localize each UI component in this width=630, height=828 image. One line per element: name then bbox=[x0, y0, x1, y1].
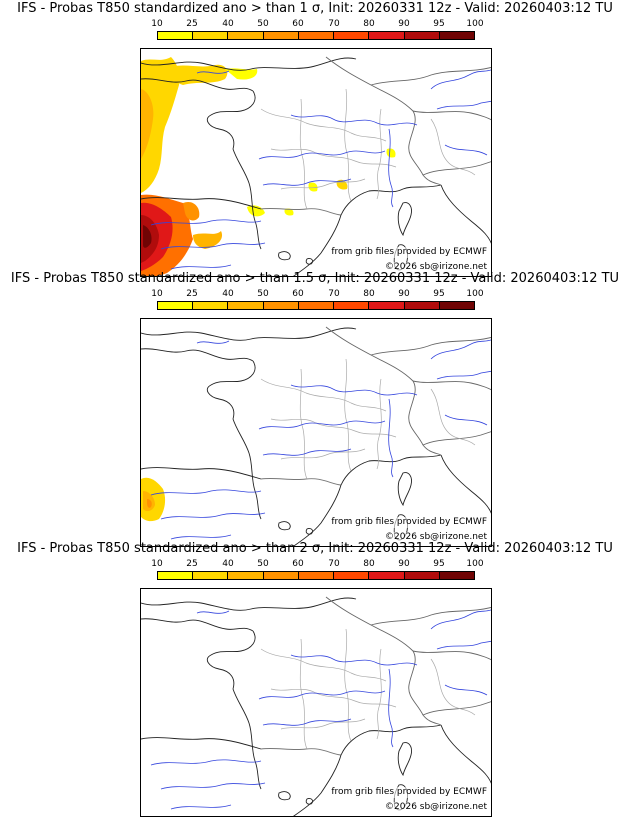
data-source-credit: from grib files provided by ECMWF bbox=[331, 787, 487, 798]
colorbar-tick: 90 bbox=[398, 559, 410, 569]
copyright-credit: ©2026 sb@irizone.net bbox=[385, 802, 487, 813]
colorbar-segment bbox=[158, 32, 194, 39]
colorbar-tick: 70 bbox=[328, 19, 340, 29]
copyright-credit: ©2026 sb@irizone.net bbox=[385, 262, 487, 273]
colorbar-segment bbox=[228, 32, 264, 39]
colorbar-segment bbox=[263, 302, 299, 309]
panel-title: IFS - Probas T850 standardized ano > tha… bbox=[10, 271, 620, 286]
colorbar-segment bbox=[439, 302, 474, 309]
colorbar-tick: 25 bbox=[186, 289, 198, 299]
colorbar-segment bbox=[334, 32, 370, 39]
colorbar-segment bbox=[228, 572, 264, 579]
panel-title: IFS - Probas T850 standardized ano > tha… bbox=[17, 541, 613, 556]
colorbar-tick: 25 bbox=[186, 19, 198, 29]
colorbar-segment bbox=[158, 572, 194, 579]
colorbar-tick: 95 bbox=[433, 19, 445, 29]
colorbar bbox=[157, 571, 475, 580]
colorbar-tick: 80 bbox=[363, 289, 375, 299]
panel-title: IFS - Probas T850 standardized ano > tha… bbox=[17, 1, 613, 16]
colorbar-tick: 70 bbox=[328, 559, 340, 569]
data-source-credit: from grib files provided by ECMWF bbox=[331, 517, 487, 528]
colorbar-tick: 80 bbox=[363, 19, 375, 29]
probability-map: from grib files provided by ECMWF ©2026 … bbox=[140, 588, 492, 817]
colorbar-ticks: 10 25 40 50 60 70 80 90 95 100 bbox=[140, 559, 490, 570]
colorbar-tick: 60 bbox=[292, 289, 304, 299]
colorbar-tick: 95 bbox=[433, 289, 445, 299]
colorbar-segment bbox=[263, 572, 299, 579]
colorbar-segment bbox=[193, 32, 229, 39]
colorbar-tick: 95 bbox=[433, 559, 445, 569]
colorbar-ticks: 10 25 40 50 60 70 80 90 95 100 bbox=[140, 19, 490, 30]
colorbar-segment bbox=[439, 32, 474, 39]
panel-3: IFS - Probas T850 standardized ano > tha… bbox=[0, 540, 630, 817]
colorbar-segment bbox=[158, 302, 194, 309]
panel-2: IFS - Probas T850 standardized ano > tha… bbox=[0, 270, 630, 547]
colorbar-tick: 40 bbox=[222, 289, 234, 299]
colorbar-tick: 100 bbox=[466, 289, 484, 299]
colorbar-segment bbox=[334, 572, 370, 579]
colorbar-tick: 100 bbox=[466, 559, 484, 569]
colorbar-tick: 50 bbox=[257, 19, 269, 29]
colorbar bbox=[157, 31, 475, 40]
data-source-credit: from grib files provided by ECMWF bbox=[331, 247, 487, 258]
colorbar-tick: 10 bbox=[151, 19, 163, 29]
colorbar-tick: 50 bbox=[257, 289, 269, 299]
colorbar-segment bbox=[369, 302, 405, 309]
copyright-credit: ©2026 sb@irizone.net bbox=[385, 532, 487, 543]
panel-1: IFS - Probas T850 standardized ano > tha… bbox=[0, 0, 630, 277]
colorbar-segment bbox=[298, 302, 335, 309]
colorbar-segment bbox=[298, 572, 335, 579]
colorbar-segment bbox=[404, 302, 440, 309]
colorbar-tick: 60 bbox=[292, 559, 304, 569]
colorbar-ticks: 10 25 40 50 60 70 80 90 95 100 bbox=[140, 289, 490, 300]
colorbar-segment bbox=[228, 302, 264, 309]
colorbar-tick: 10 bbox=[151, 289, 163, 299]
colorbar-segment bbox=[369, 572, 405, 579]
colorbar-segment bbox=[193, 572, 229, 579]
colorbar-tick: 25 bbox=[186, 559, 198, 569]
colorbar-tick: 90 bbox=[398, 19, 410, 29]
colorbar-tick: 60 bbox=[292, 19, 304, 29]
colorbar-segment bbox=[404, 32, 440, 39]
colorbar bbox=[157, 301, 475, 310]
colorbar-segment bbox=[298, 32, 335, 39]
colorbar-segment bbox=[193, 302, 229, 309]
colorbar-tick: 100 bbox=[466, 19, 484, 29]
colorbar-tick: 40 bbox=[222, 559, 234, 569]
colorbar-tick: 80 bbox=[363, 559, 375, 569]
colorbar-segment bbox=[369, 32, 405, 39]
colorbar-tick: 70 bbox=[328, 289, 340, 299]
probability-map: from grib files provided by ECMWF ©2026 … bbox=[140, 318, 492, 547]
colorbar-segment bbox=[404, 572, 440, 579]
colorbar-tick: 90 bbox=[398, 289, 410, 299]
colorbar-tick: 40 bbox=[222, 19, 234, 29]
colorbar-segment bbox=[263, 32, 299, 39]
colorbar-tick: 10 bbox=[151, 559, 163, 569]
colorbar-tick: 50 bbox=[257, 559, 269, 569]
probability-map: from grib files provided by ECMWF ©2026 … bbox=[140, 48, 492, 277]
colorbar-segment bbox=[439, 572, 474, 579]
colorbar-segment bbox=[334, 302, 370, 309]
